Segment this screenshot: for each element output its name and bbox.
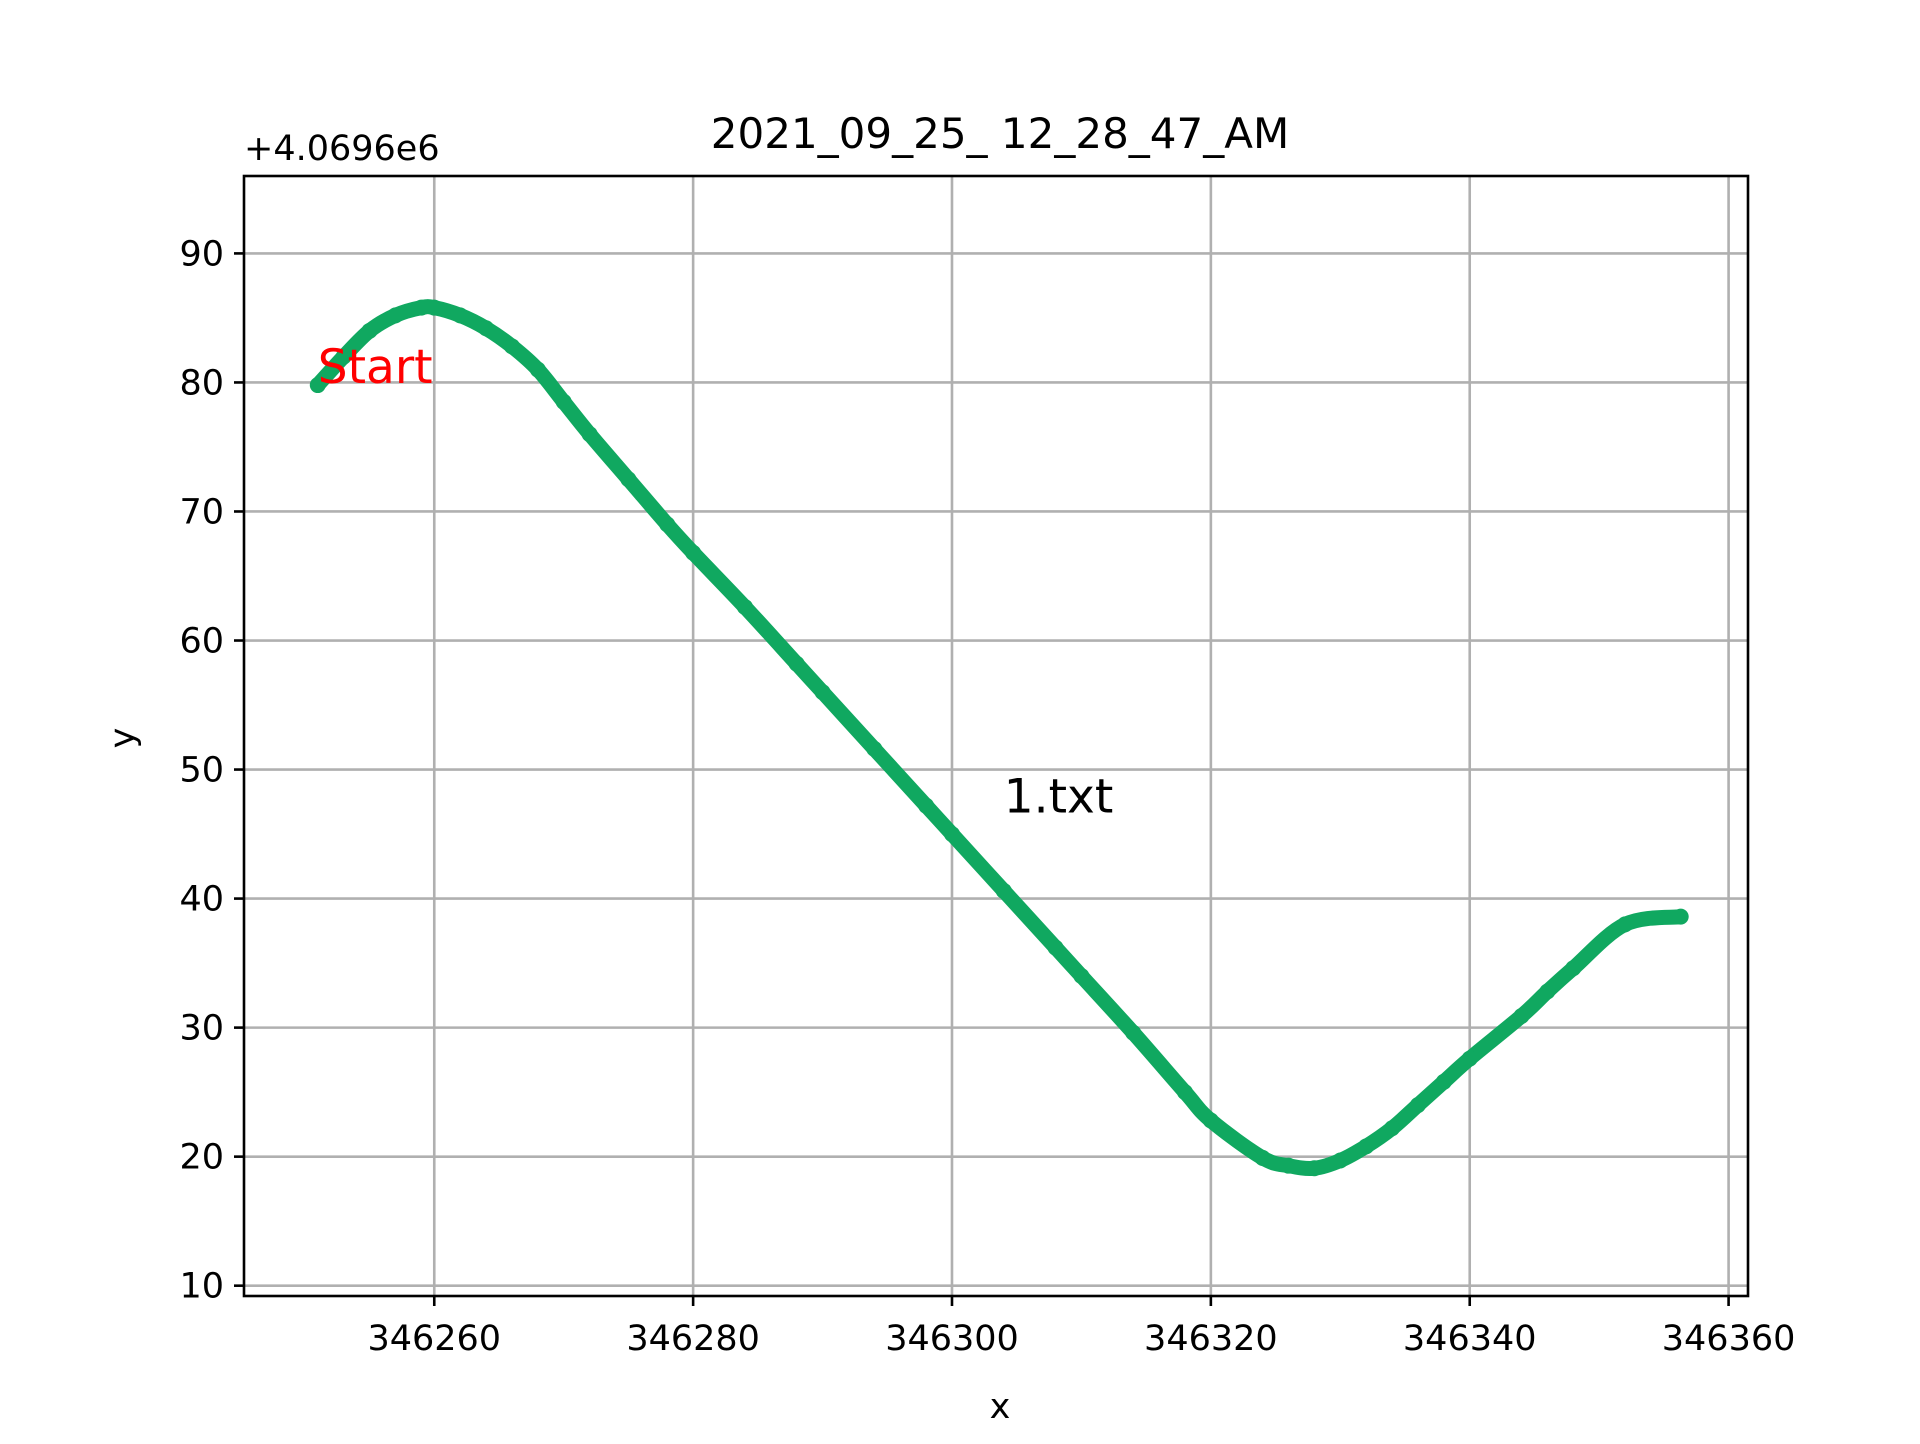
trajectory-point (1306, 1160, 1323, 1177)
trajectory-point (866, 740, 883, 757)
trajectory-point (1435, 1073, 1452, 1090)
trajectory-point (1332, 1152, 1349, 1169)
trajectory-point (387, 307, 404, 324)
trajectory-point (581, 426, 598, 443)
tick-layer: 346260 346280 346300 346320 346340 346360 10 20… (179, 234, 1795, 1359)
y-tick-label: 30 (179, 1009, 224, 1049)
trajectory-point (659, 516, 676, 533)
trajectory-point (1565, 960, 1582, 977)
chart-title: 2021_09_25_ 12_28_47_AM (711, 109, 1289, 158)
trajectory-point (1176, 1084, 1193, 1101)
trajectory-point (413, 299, 430, 316)
y-tick-label: 60 (179, 622, 224, 662)
trajectory-point (361, 322, 378, 339)
trajectory-line (310, 299, 1689, 1176)
trajectory-point (1513, 1008, 1530, 1024)
y-tick-label: 10 (179, 1267, 224, 1307)
y-tick-label: 40 (179, 880, 224, 920)
trajectory-point (1280, 1157, 1297, 1174)
trajectory-point (1672, 908, 1689, 925)
x-tick-label: 346300 (885, 1319, 1019, 1359)
x-tick-label: 346280 (626, 1319, 760, 1359)
annotation-layer: Start 1.txt (318, 340, 1114, 825)
x-axis-label: x (990, 1387, 1011, 1427)
file-annotation: 1.txt (1004, 770, 1114, 825)
trajectory-point (814, 684, 831, 701)
grid-layer (244, 176, 1748, 1296)
trajectory-point (1461, 1050, 1478, 1067)
trajectory-point (1409, 1097, 1426, 1114)
x-tick-label: 346340 (1403, 1319, 1537, 1359)
trajectory-point (1202, 1112, 1219, 1129)
trajectory-point (1047, 939, 1064, 956)
y-axis-offset-label: +4.0696e6 (244, 129, 440, 169)
y-tick-label: 90 (179, 234, 224, 274)
trajectory-point (1358, 1138, 1375, 1155)
trajectory-point (685, 544, 702, 561)
trajectory-point (788, 655, 805, 672)
y-tick-label: 70 (179, 492, 224, 532)
trajectory-point (620, 471, 637, 488)
trajectory-point (1073, 968, 1090, 984)
trajectory-point (309, 377, 326, 394)
y-tick-label: 80 (179, 363, 224, 403)
x-tick-label: 346320 (1144, 1319, 1278, 1359)
y-tick-label: 20 (179, 1138, 224, 1178)
trajectory-point (426, 299, 443, 316)
x-tick-label: 346360 (1662, 1319, 1796, 1359)
plot-frame (242, 174, 1750, 1298)
trajectory-point (503, 338, 520, 355)
trajectory-point (918, 797, 935, 814)
trajectory-point (478, 320, 495, 337)
start-annotation: Start (318, 340, 433, 395)
trajectory-point (335, 348, 352, 365)
y-tick-label: 50 (179, 751, 224, 791)
trajectory-point (1254, 1149, 1271, 1166)
series-layer (309, 299, 1689, 1177)
trajectory-point (1384, 1120, 1401, 1137)
trajectory-point (736, 598, 753, 615)
trajectory-point (529, 361, 546, 378)
trajectory-point (555, 393, 572, 410)
trajectory-point (995, 882, 1012, 899)
x-tick-label: 346260 (367, 1319, 501, 1359)
trajectory-point (1539, 983, 1556, 1000)
trajectory-point (943, 826, 960, 843)
trajectory-point (452, 307, 469, 324)
y-axis-label: y (103, 728, 143, 749)
trajectory-point (1125, 1024, 1142, 1041)
trajectory-point (1617, 916, 1634, 933)
